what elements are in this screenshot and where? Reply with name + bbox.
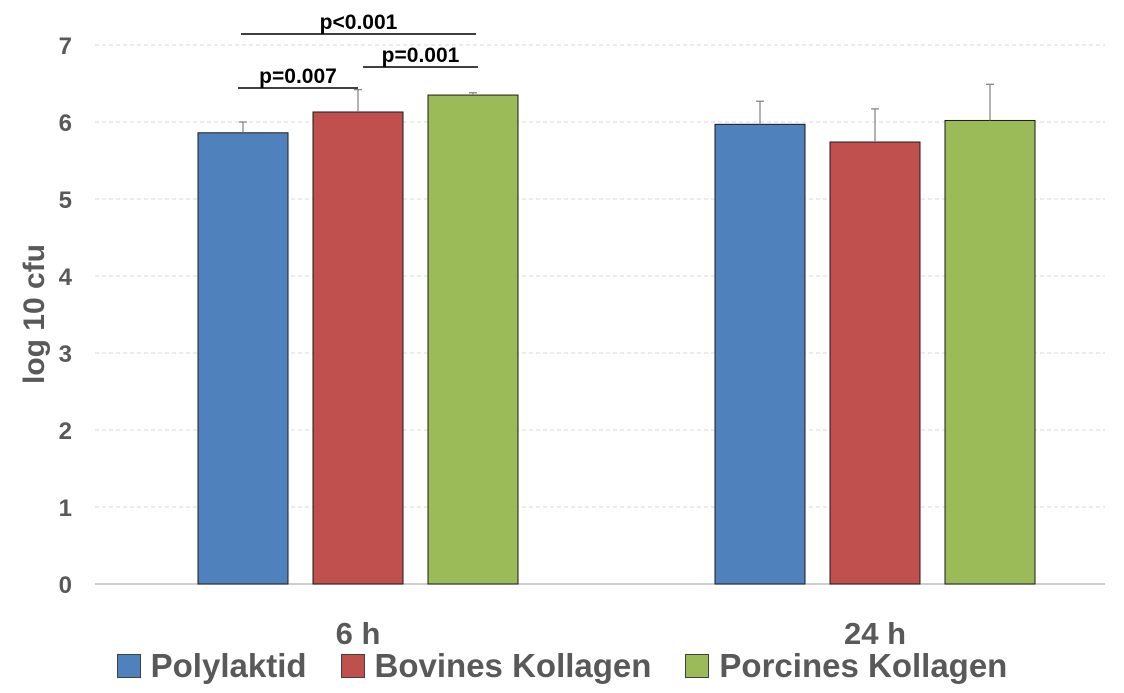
bar-polylaktid-24-h (714, 123, 806, 585)
legend-item-porcines-kollagen: Porcines Kollagen (685, 647, 1007, 685)
legend-swatch-polylaktid (116, 654, 141, 678)
bar-bovines-kollagen-24-h (829, 141, 921, 585)
bar-bovines-kollagen-6-h (312, 111, 404, 585)
bar-polylaktid-6-h (197, 132, 289, 585)
legend-item-bovines-kollagen: Bovines Kollagen (340, 647, 652, 685)
y-tick-label-1: 1 (59, 495, 72, 522)
y-tick-label-5: 5 (59, 187, 72, 214)
legend-label-porcines-kollagen: Porcines Kollagen (719, 647, 1008, 684)
legend: Polylaktid Bovines Kollagen Porcines Kol… (0, 644, 1124, 688)
significance-label-p-0-007: p=0.007 (259, 65, 337, 88)
bar-porcines-kollagen-24-h (944, 119, 1036, 585)
y-tick-label-0: 0 (59, 572, 72, 599)
significance-label-p-0-001: p=0.001 (382, 44, 460, 67)
y-axis-title: log 10 cfu (18, 244, 51, 384)
y-tick-label-3: 3 (59, 341, 72, 368)
legend-item-polylaktid: Polylaktid (116, 647, 307, 685)
y-tick-label-6: 6 (59, 110, 72, 137)
y-tick-label-7: 7 (59, 33, 72, 60)
bar-porcines-kollagen-6-h (427, 94, 519, 585)
legend-swatch-bovines-kollagen (340, 654, 365, 678)
legend-swatch-porcines-kollagen (685, 654, 710, 678)
y-tick-label-4: 4 (59, 264, 73, 291)
legend-label-polylaktid: Polylaktid (150, 647, 307, 684)
legend-label-bovines-kollagen: Bovines Kollagen (374, 647, 652, 684)
significance-label-p-0-001: p<0.001 (320, 11, 398, 34)
x-category-label-24-h: 24 h (844, 616, 906, 651)
x-category-label-6-h: 6 h (336, 616, 381, 651)
y-tick-label-2: 2 (59, 418, 72, 445)
